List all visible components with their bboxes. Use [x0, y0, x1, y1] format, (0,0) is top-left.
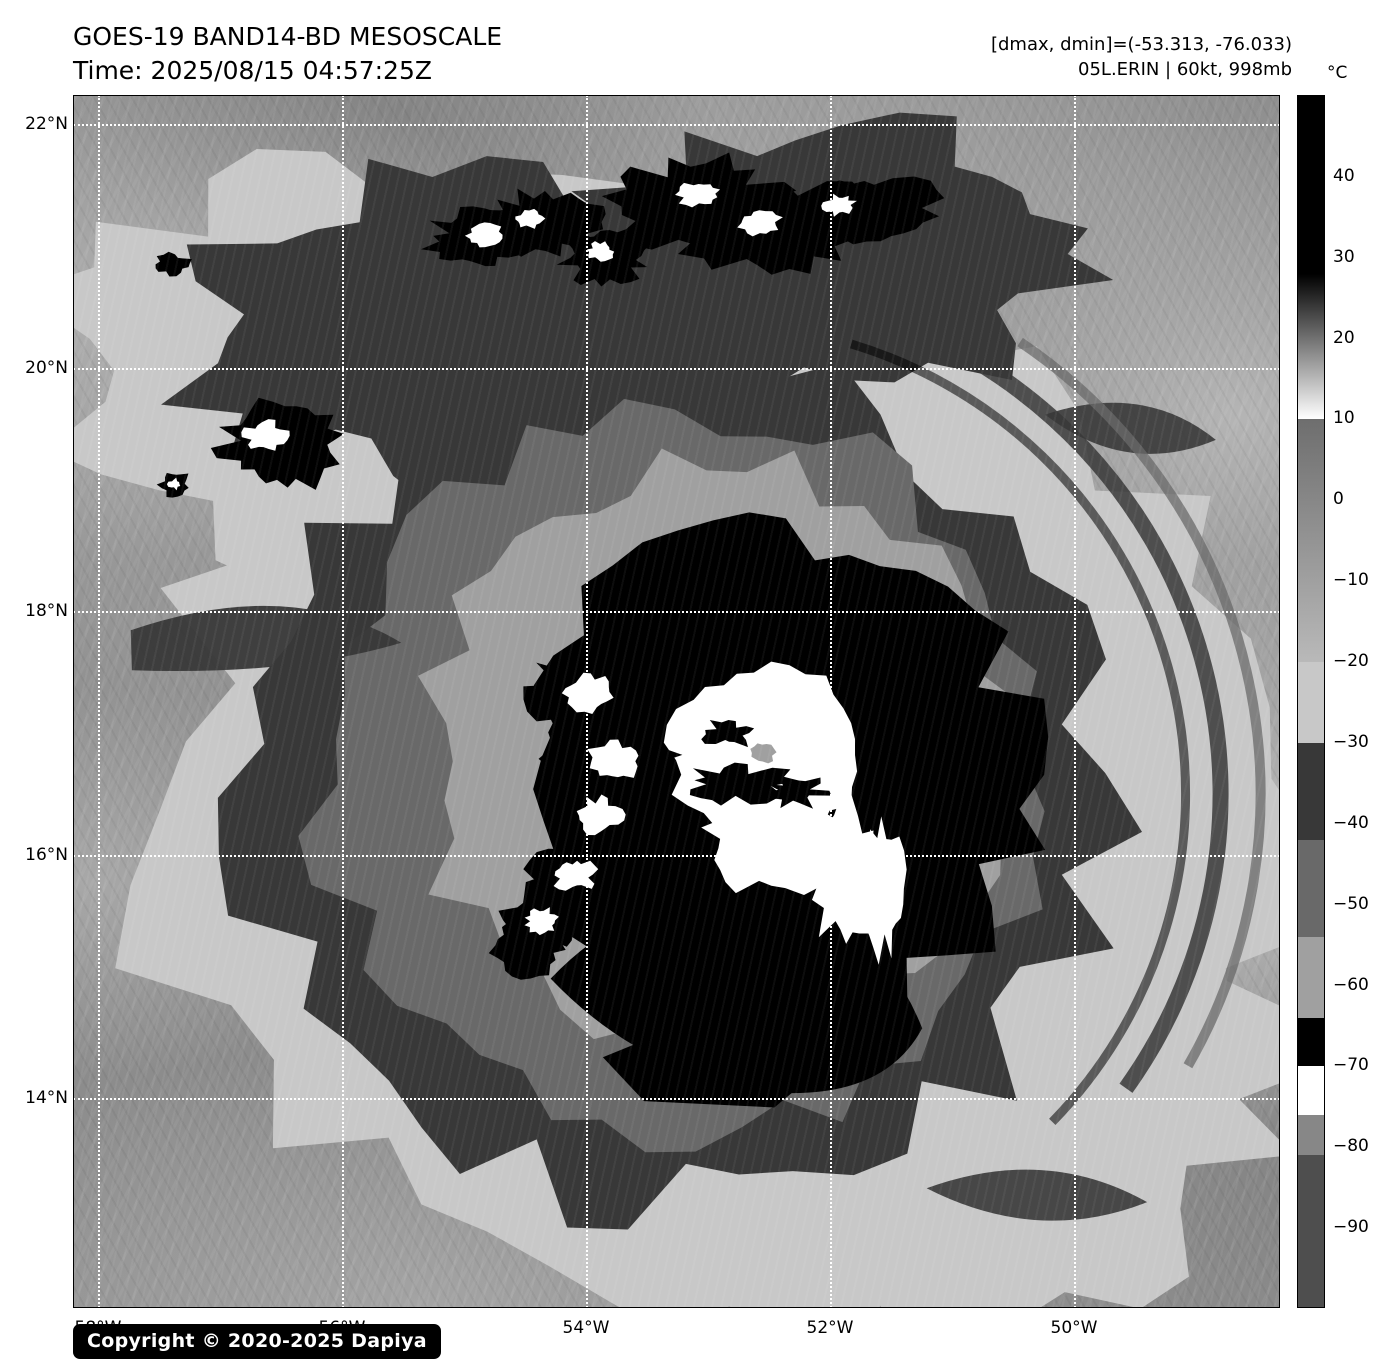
- colorbar-tick-label: −10: [1333, 570, 1369, 591]
- colorbar-tick-label: −30: [1333, 731, 1369, 752]
- page-title: GOES-19 BAND14-BD MESOSCALE: [73, 22, 503, 51]
- colorbar-tick-label: 40: [1333, 165, 1355, 186]
- ir-cloud-region: [602, 1008, 843, 1108]
- lat-tick-label: 14°N: [25, 1088, 68, 1108]
- storm-info-label: 05L.ERIN | 60kt, 998mb: [1078, 59, 1292, 80]
- ir-cloud-region: [464, 222, 503, 248]
- copyright-badge: Copyright © 2020-2025 Dapiya: [73, 1324, 441, 1359]
- ir-cloud-shapes: [73, 112, 1280, 1308]
- colorbar-band: [1298, 662, 1324, 743]
- colorbar-band: [1298, 419, 1324, 663]
- colorbar-tick-label: −60: [1333, 974, 1369, 995]
- colorbar-tick-label: −70: [1333, 1055, 1369, 1076]
- ir-cloud-region: [758, 775, 832, 809]
- lat-tick-label: 20°N: [25, 357, 68, 378]
- temperature-colorbar[interactable]: [1297, 95, 1325, 1308]
- colorbar-tick-label: −40: [1333, 812, 1369, 833]
- ir-cloud-region: [241, 419, 290, 451]
- colorbar-band: [1298, 273, 1324, 420]
- colorbar-band: [1298, 1017, 1324, 1067]
- colorbar-band: [1298, 96, 1324, 274]
- lat-tick-label: 22°N: [25, 114, 68, 134]
- ir-cloud-region: [737, 210, 783, 237]
- ir-cloud-region: [767, 176, 945, 248]
- ir-cloud-region: [675, 182, 721, 208]
- ir-feature-layer: [73, 95, 1280, 1308]
- ir-cloud-region: [750, 743, 777, 764]
- lon-tick-label: 50°W: [1050, 1318, 1098, 1338]
- ir-cloud-region: [130, 605, 402, 672]
- satellite-image-canvas[interactable]: [73, 95, 1280, 1308]
- metadata-block: [dmax, dmin]=(-53.313, -76.033) 05L.ERIN…: [991, 32, 1292, 82]
- ir-rainband-arc: [905, 320, 1229, 1093]
- lon-tick-label: 52°W: [806, 1318, 854, 1338]
- ir-cloud-region: [166, 477, 181, 491]
- satellite-swath: [73, 95, 1280, 1308]
- ir-cloud-region: [587, 241, 615, 262]
- ir-cloud-region: [576, 794, 626, 836]
- colorbar-tick-label: 20: [1333, 327, 1355, 348]
- colorbar-band: [1298, 1114, 1324, 1156]
- colorbar-band: [1298, 742, 1324, 840]
- lat-tick-label: 16°N: [25, 844, 68, 865]
- timestamp-label: Time: 2025/08/15 04:57:25Z: [73, 56, 432, 85]
- ir-rainband-arc: [1017, 337, 1266, 1069]
- ir-cloud-region: [926, 1169, 1148, 1221]
- ir-cloud-region: [862, 816, 907, 965]
- colorbar-band: [1298, 1155, 1324, 1307]
- colorbar-tick-label: −80: [1333, 1136, 1369, 1157]
- colorbar-band: [1298, 1066, 1324, 1115]
- ir-blend-overlay: [73, 95, 1280, 1308]
- colorbar-tick-label: 10: [1333, 408, 1355, 429]
- colorbar-band: [1298, 937, 1324, 1018]
- figure-title-block: GOES-19 BAND14-BD MESOSCALE Time: 2025/0…: [73, 20, 502, 88]
- ir-cloud-region: [155, 251, 192, 277]
- colorbar-tick-label: −50: [1333, 893, 1369, 914]
- colorbar-tick-label: −20: [1333, 651, 1369, 672]
- lon-tick-label: 54°W: [562, 1318, 610, 1338]
- ir-rainband-arc: [849, 339, 1191, 1126]
- ir-cloud-region: [515, 208, 546, 229]
- ir-cloud-region: [701, 719, 755, 748]
- ir-cloud-region: [524, 907, 559, 936]
- dminmax-label: [dmax, dmin]=(-53.313, -76.033): [990, 34, 1292, 55]
- ir-cloud-region: [1045, 402, 1216, 454]
- ir-cloud-region: [587, 739, 639, 778]
- colorbar-tick-label: 30: [1333, 246, 1355, 267]
- lat-tick-label: 18°N: [25, 601, 68, 621]
- colorbar-tick-label: 0: [1333, 489, 1344, 510]
- colorbar-unit-label: °C: [1327, 63, 1348, 83]
- colorbar-band: [1298, 839, 1324, 937]
- colorbar-tick-label: −90: [1333, 1217, 1369, 1238]
